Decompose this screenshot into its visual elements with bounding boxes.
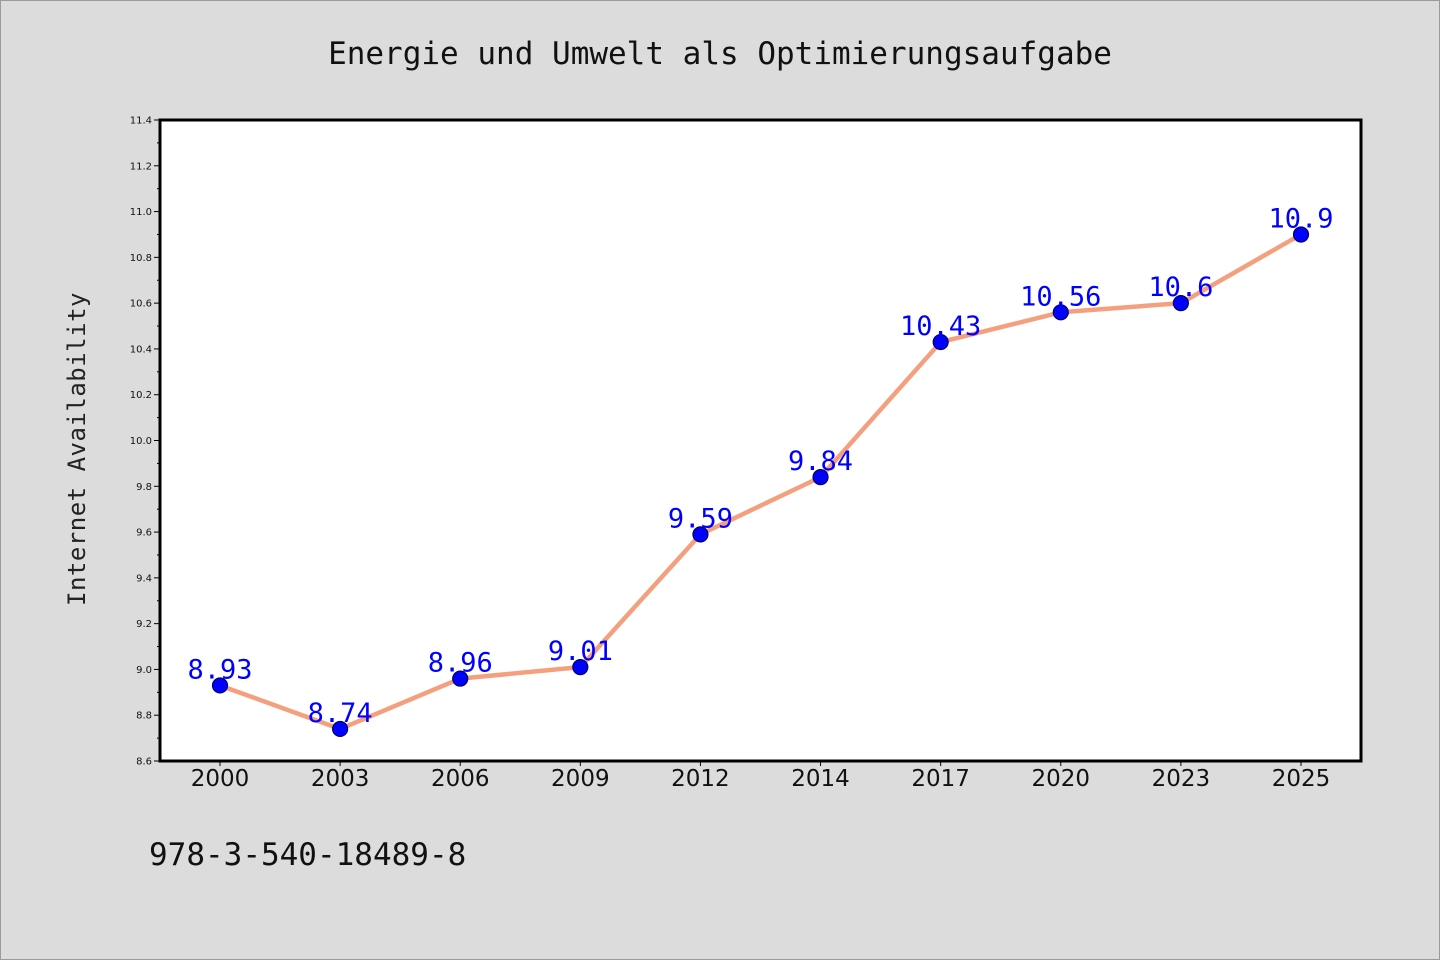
y-axis: 8.6 8.8 9.0 9.2 9.4 9.6 9.8 10.0 10.2 10.4 10.6 10.… xyxy=(130,116,160,768)
x-tick-label: 2017 xyxy=(911,766,970,792)
x-tick-label: 2003 xyxy=(311,766,370,792)
x-tick-label: 2006 xyxy=(431,766,490,792)
x-tick-label: 2014 xyxy=(791,766,850,792)
data-point xyxy=(211,677,229,694)
data-label: 9.84 xyxy=(788,446,853,477)
x-tick-label: 2012 xyxy=(671,766,730,792)
y-tick-label: 10.6 xyxy=(130,299,152,310)
y-tick-label: 9.0 xyxy=(136,665,152,676)
y-tick-label: 10.2 xyxy=(130,390,152,401)
data-label: 9.01 xyxy=(548,636,613,667)
chart-title: Energie und Umwelt als Optimierungsaufga… xyxy=(328,36,1112,72)
y-tick-label: 9.4 xyxy=(136,573,152,584)
y-axis-label: Internet Availability xyxy=(63,292,91,606)
x-tick-label: 2025 xyxy=(1272,766,1331,792)
data-point xyxy=(932,333,949,351)
data-label: 9.59 xyxy=(668,503,733,534)
y-tick-label: 9.8 xyxy=(136,482,152,493)
x-tick-label: 2023 xyxy=(1152,766,1211,792)
y-tick-label: 11.0 xyxy=(130,207,152,218)
data-point xyxy=(1052,304,1069,321)
data-point xyxy=(332,720,349,738)
data-point xyxy=(1292,226,1310,243)
plot-area xyxy=(158,118,1363,763)
data-label: 10.9 xyxy=(1268,203,1333,234)
x-axis: 2000 2003 2006 2009 2012 2014 2017 2020 2023 2025 xyxy=(191,761,1331,792)
y-tick-label: 11.2 xyxy=(130,161,152,172)
x-tick-label: 2000 xyxy=(191,766,250,792)
data-point xyxy=(812,469,829,486)
y-tick-label: 10.4 xyxy=(130,344,152,355)
data-label: 8.96 xyxy=(428,648,493,679)
y-tick-label: 9.6 xyxy=(136,528,152,539)
series-line xyxy=(217,232,1304,732)
x-tick-label: 2009 xyxy=(551,766,610,792)
data-point xyxy=(452,670,469,687)
series-internet-availability: 8.93 8.74 8.96 9.01 9.59 9.84 10.43 10.56 10.6 10… xyxy=(187,203,1334,738)
data-point xyxy=(572,659,589,676)
y-tick-label: 9.2 xyxy=(136,619,152,630)
y-tick-label: 11.4 xyxy=(130,116,152,127)
data-label: 10.6 xyxy=(1148,272,1213,303)
data-label: 10.56 xyxy=(1020,281,1101,312)
y-tick-label: 10.8 xyxy=(130,253,152,264)
data-label: 8.74 xyxy=(308,698,373,729)
data-point xyxy=(1172,295,1189,312)
isbn-text: 978-3-540-18489-8 xyxy=(149,837,466,873)
data-label: 10.43 xyxy=(900,311,981,342)
y-tick-label: 8.8 xyxy=(136,711,152,722)
data-point xyxy=(692,526,709,543)
x-tick-label: 2020 xyxy=(1032,766,1091,792)
data-label: 8.93 xyxy=(187,654,252,685)
y-tick-label: 10.0 xyxy=(130,436,152,447)
y-tick-label: 8.6 xyxy=(136,757,152,768)
